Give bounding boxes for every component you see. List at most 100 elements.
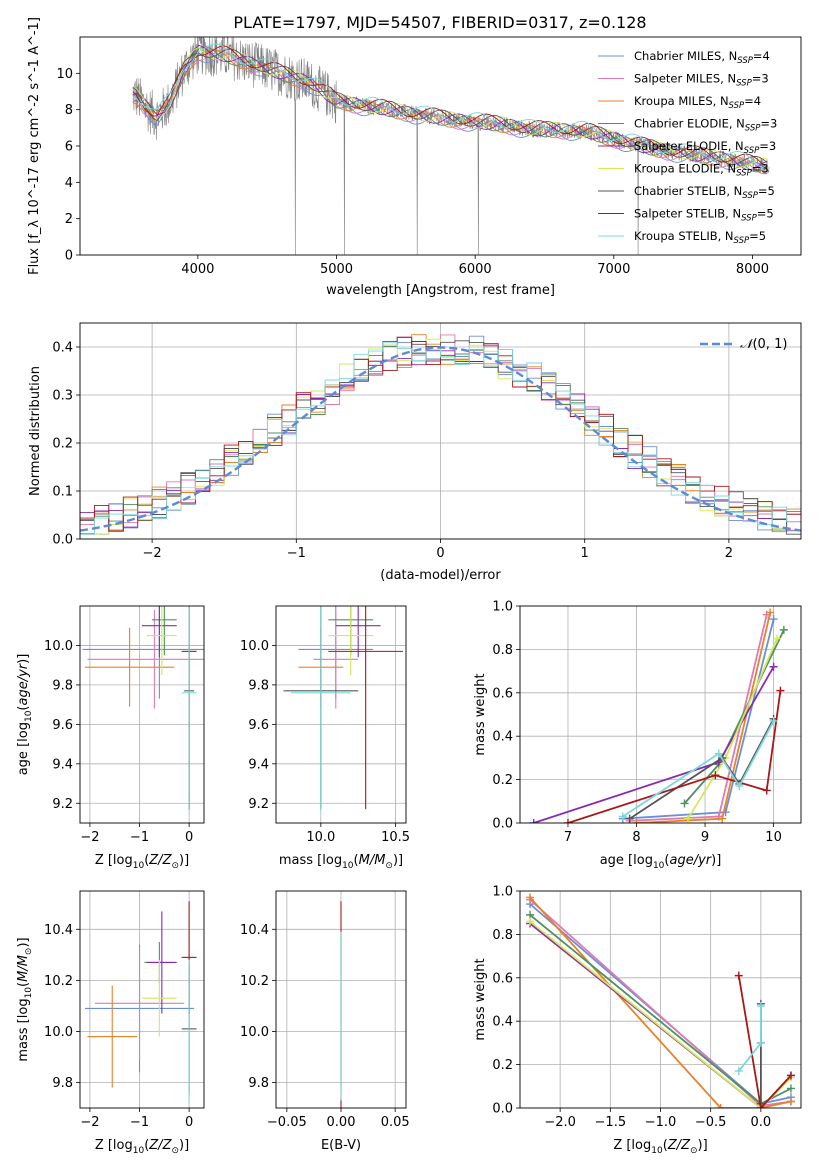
y-tick-label: 6 (65, 140, 73, 155)
plot-area (520, 891, 801, 1108)
x-tick-label: 2 (725, 546, 733, 561)
y-tick-label: 0.1 (52, 485, 73, 500)
x-tick-label: 4000 (181, 262, 214, 277)
y-tick-label: 2 (65, 212, 73, 227)
series-line (529, 896, 792, 1108)
errorbar-salpeter-miles (313, 609, 359, 709)
series-marker (718, 814, 727, 823)
y-tick-label: 0.4 (52, 341, 73, 356)
axes-spectrum: 4000 5000 6000 7000 8000 0 2 4 6 8 10 wavelength [A… (27, 17, 802, 298)
y-axis-label: Flux [f_λ 10^-17 erg cm^-2 s^-1 A^-1] (27, 17, 42, 275)
x-axis-label: (data-model)/error (380, 568, 501, 583)
y-tick-label: 9.6 (248, 718, 269, 733)
series-marker (734, 971, 743, 980)
x-tick-label: −0.05 (267, 1115, 307, 1130)
x-tick-label: 0.00 (327, 1115, 356, 1130)
x-tick-label: −1 (130, 1115, 149, 1130)
errorbar-kroupa-elodie (146, 606, 177, 676)
series-marker (632, 819, 641, 823)
y-tick-label: 10.2 (240, 974, 269, 989)
axes-mass-weight-vs-age: 7 8 9 10 0.0 0.2 0.4 0.6 0.8 1.0 mass weight age [l… (473, 600, 802, 871)
plot-area (520, 606, 801, 823)
y-tick-label: 10.2 (44, 974, 73, 989)
x-tick-label: 5000 (320, 262, 353, 277)
x-tick-label: 0.05 (381, 1115, 410, 1130)
y-tick-label: 0.8 (492, 928, 513, 943)
plot-area (80, 323, 801, 539)
x-tick-label: 6000 (459, 262, 492, 277)
y-tick-label: 9.6 (52, 718, 73, 733)
y-tick-label: 9.4 (52, 757, 73, 772)
errorbar-salpeter-miles (94, 947, 185, 1060)
legend-entry: Kroupa STELIB, NSSP=5 (634, 229, 766, 246)
series-chabrier-miles (618, 615, 778, 823)
axes-frame (275, 890, 407, 1109)
y-tick-label: 9.8 (248, 678, 269, 693)
x-tick-label: −2.0 (544, 1115, 576, 1130)
series-marker (618, 812, 627, 821)
axes-mass-weight-vs-Z: −2.0 −1.5 −1.0 −0.5 0.0 0.0 0.2 0.4 0.6 0.8 1.0 mas… (473, 885, 802, 1156)
series-marker (762, 786, 771, 795)
series-salpeter-stelib (734, 971, 795, 1108)
x-tick-label: −1 (130, 830, 149, 845)
y-tick-label: 0.3 (52, 389, 73, 404)
y-tick-label: 9.2 (52, 797, 73, 812)
axes-frame (519, 890, 802, 1109)
errorbar-salpeter-stelib (328, 606, 404, 810)
x-tick-label: 0 (185, 830, 193, 845)
axes-age-vs-mass: 10.0 10.5 9.2 9.4 9.6 9.8 10.0 mass [log10(M/M⊙… (240, 605, 410, 871)
series-line (737, 975, 792, 1108)
model-kroupa-stelib (132, 43, 768, 170)
axes-frame (79, 322, 802, 540)
x-tick-label: −2 (80, 1115, 99, 1130)
series-marker (769, 615, 778, 624)
x-axis-label: Z [log10(Z/Z⊙)] (95, 853, 189, 871)
x-tick-label: 9 (701, 830, 709, 845)
series-marker (769, 662, 778, 671)
plot-area (276, 891, 406, 1108)
x-axis-label: Z [log10(Z/Z⊙)] (95, 1138, 189, 1156)
y-tick-label: 10 (56, 67, 73, 82)
series-marker (766, 608, 775, 617)
x-tick-label: −1.0 (645, 1115, 677, 1130)
y-tick-label: 10.4 (44, 923, 73, 938)
spectrum-data (132, 37, 770, 255)
x-tick-label: 8000 (736, 262, 769, 277)
series-kroupa-miles (632, 608, 775, 823)
series-marker (526, 917, 535, 926)
y-tick-label: 9.2 (248, 797, 269, 812)
x-tick-label: −1.5 (595, 1115, 627, 1130)
series-marker (779, 625, 788, 634)
y-axis-label: mass weight (473, 958, 488, 1040)
histogram-kroupa-stelib (80, 342, 801, 539)
normal-curve (80, 346, 801, 532)
x-tick-label: 0.0 (751, 1115, 772, 1130)
y-tick-label: 0.6 (492, 971, 513, 986)
x-axis-label: wavelength [Angstrom, rest frame] (326, 283, 555, 298)
series-marker (683, 814, 692, 823)
series-kroupa-stelib (734, 1002, 765, 1076)
x-axis-label: mass [log10(M/M⊙)] (279, 853, 403, 871)
series-marker (786, 1071, 795, 1080)
legend-entry: Salpeter MILES, NSSP=3 (634, 72, 769, 89)
errorbar-salpeter-elodie (335, 606, 381, 658)
y-tick-label: 9.8 (52, 1076, 73, 1091)
series-marker (716, 1104, 725, 1108)
model-kroupa-miles (132, 48, 768, 175)
legend-entry: Salpeter STELIB, NSSP=5 (634, 207, 774, 224)
x-tick-label: 8 (632, 830, 640, 845)
series-marker (625, 814, 634, 823)
series-marker (680, 799, 689, 808)
series-marker (776, 686, 785, 695)
model-salpeter-stelib (132, 45, 768, 168)
plot-area (80, 891, 204, 1108)
legend-entry: Kroupa MILES, NSSP=4 (634, 94, 761, 111)
y-tick-label: 9.8 (248, 1076, 269, 1091)
series-marker (773, 634, 782, 643)
y-axis-label: age [log10(age/yr)] (16, 654, 34, 776)
x-tick-label: 10 (765, 830, 782, 845)
y-tick-label: 1.0 (492, 885, 513, 900)
axes-residuals: −2 −1 0 1 2 0.0 0.1 0.2 0.3 0.4 𝒩(0, 1) (data-model… (28, 322, 802, 583)
axes-mass-vs-ebv: −0.05 0.00 0.05 9.8 10.0 10.2 10.4 E(B-V) (240, 890, 410, 1153)
x-tick-label: 0 (185, 1115, 193, 1130)
